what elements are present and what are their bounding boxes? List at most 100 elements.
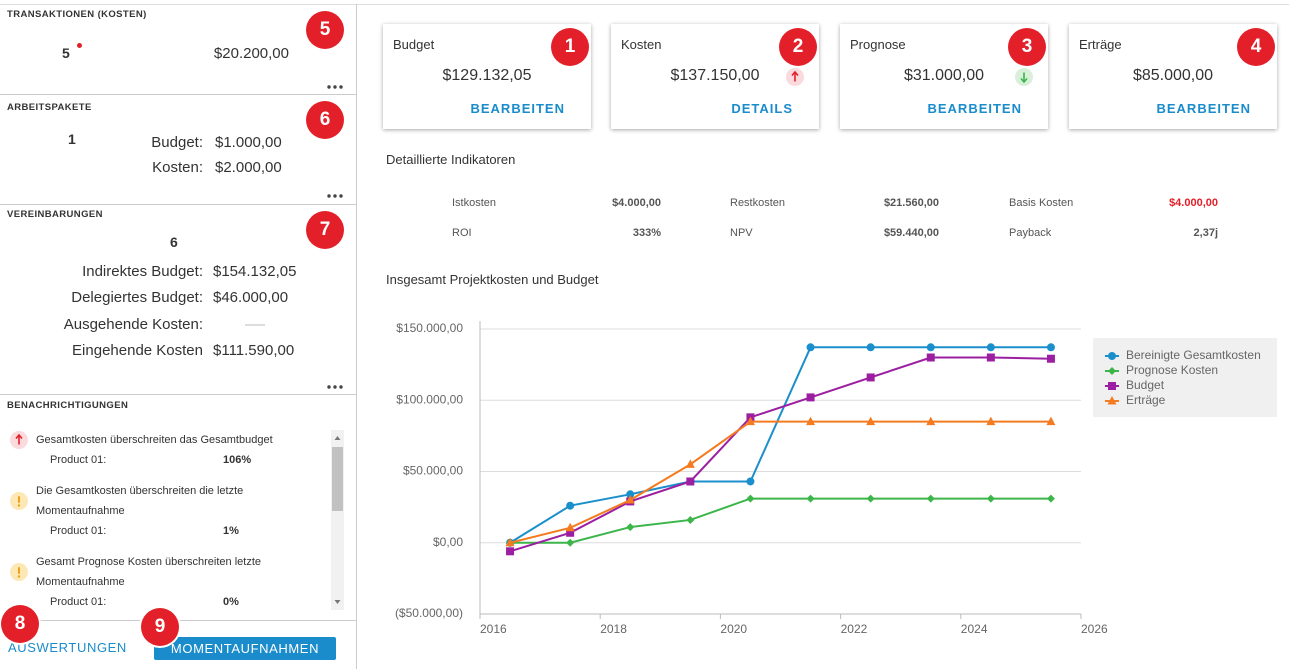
data-point [686, 477, 695, 486]
series-line [509, 420, 1051, 544]
scrollbar[interactable] [331, 430, 344, 610]
data-point [506, 547, 515, 556]
row-label: Budget: [151, 134, 203, 151]
legend-box [1093, 338, 1277, 417]
product-value: 1% [223, 525, 239, 537]
step-badge: 5 [306, 11, 344, 49]
notification-icon [10, 431, 28, 449]
step-badge: 9 [141, 608, 179, 646]
work-package-count: 1 [68, 131, 76, 147]
series-line [509, 356, 1051, 553]
data-point [746, 477, 755, 486]
step-badge: 2 [779, 28, 817, 66]
data-point [806, 494, 815, 503]
x-tick-label: 2022 [841, 622, 868, 636]
scroll-arrows [334, 436, 341, 604]
card-action[interactable]: BEARBEITEN [927, 101, 1022, 116]
data-point [926, 416, 936, 426]
chart-title: Insgesamt Projektkosten und Budget [386, 272, 599, 287]
step-badge: 6 [306, 101, 344, 139]
data-point [1046, 416, 1056, 426]
x-tick-label: 2026 [1081, 622, 1108, 636]
card-title: Kosten [621, 37, 662, 52]
notification-list: Gesamtkosten überschreiten das Gesamtbud… [0, 430, 328, 610]
data-point [505, 537, 515, 547]
card-title: Budget [393, 37, 435, 52]
more-menu[interactable] [326, 377, 344, 389]
data-point [866, 343, 875, 352]
indicator-value: 333% [632, 227, 661, 239]
separator [0, 94, 356, 95]
card-value: $85.000,00 [1132, 67, 1214, 84]
card-title: Erträge [1079, 37, 1122, 52]
data-point [926, 353, 935, 362]
more-menu[interactable] [326, 186, 344, 198]
notification: Gesamtkosten überschreiten das Gesamtbud… [0, 430, 328, 471]
data-point [566, 538, 575, 547]
separator [0, 204, 356, 205]
card-action[interactable]: DETAILS [731, 101, 793, 116]
data-point [626, 523, 635, 532]
data-point [566, 528, 575, 537]
section-heading: Detaillierte Indikatoren [386, 152, 516, 167]
empty-value-dash [245, 324, 265, 326]
data-point [506, 538, 515, 547]
kpi-card: Prognose $31.000,00 BEARBEITEN [840, 24, 1048, 129]
trend-icon [1015, 68, 1033, 86]
step-badge: 8 [1, 605, 39, 643]
product-value: 0% [223, 596, 239, 608]
row-label: Eingehende Kosten [72, 342, 203, 360]
data-point [626, 490, 635, 499]
transaction-count: 5 [62, 45, 70, 61]
card-value: $129.132,05 [442, 67, 532, 84]
y-tick-label: $150.000,00 [396, 321, 463, 335]
notification-text: Die Gesamtkosten überschreiten die letzt… [10, 481, 306, 521]
data-point [625, 495, 635, 504]
data-point [746, 494, 755, 503]
product-label: Product 01: [50, 525, 107, 537]
data-point [686, 515, 695, 524]
row-label: Indirektes Budget: [82, 263, 203, 280]
x-tick-label: 2020 [720, 622, 747, 636]
unread-dot [77, 43, 82, 48]
data-point [1046, 354, 1055, 363]
data-point [926, 343, 935, 352]
row-label: Kosten: [152, 159, 203, 176]
data-point [986, 494, 995, 503]
data-point [806, 416, 816, 426]
notification: Die Gesamtkosten überschreiten die letzt… [0, 481, 328, 542]
row-value: $111.590,00 [213, 342, 295, 360]
series-line [509, 346, 1051, 544]
card-title: Prognose [850, 37, 906, 52]
section-title: ARBEITSPAKETE [7, 102, 92, 113]
reports-link[interactable]: AUSWERTUNGEN [8, 640, 127, 655]
indicator-label: NPV [730, 227, 753, 239]
data-point [806, 393, 815, 402]
snapshots-button[interactable]: MOMENTAUFNAHMEN [154, 637, 336, 660]
section-title: BENACHRICHTIGUNGEN [7, 400, 129, 411]
card-action[interactable]: BEARBEITEN [1156, 101, 1251, 116]
data-point [565, 522, 575, 532]
product-label: Product 01: [50, 454, 107, 466]
agreement-count: 6 [170, 234, 178, 250]
step-badge: 1 [551, 28, 589, 66]
product-value: 106% [223, 454, 252, 466]
data-point [626, 497, 635, 506]
data-point [866, 373, 875, 382]
y-tick-label: $100.000,00 [396, 392, 463, 406]
x-tick-label: 2016 [480, 622, 507, 636]
scrollbar-thumb[interactable] [332, 447, 343, 511]
indicator-label: Payback [1009, 227, 1052, 239]
y-tick-label: ($50.000,00) [395, 606, 463, 620]
more-menu[interactable] [326, 77, 344, 89]
trend-icon [786, 68, 804, 86]
data-point [866, 416, 876, 426]
x-tick-label: 2024 [961, 622, 988, 636]
kpi-card: Budget $129.132,05 BEARBEITEN [383, 24, 591, 129]
left-panel-border [356, 4, 357, 669]
transaction-amount: $20.200,00 [213, 45, 289, 62]
card-action[interactable]: BEARBEITEN [470, 101, 565, 116]
data-point [566, 501, 575, 510]
indicator-value: $4.000,00 [612, 197, 661, 209]
indicator-value: $21.560,00 [883, 197, 939, 209]
